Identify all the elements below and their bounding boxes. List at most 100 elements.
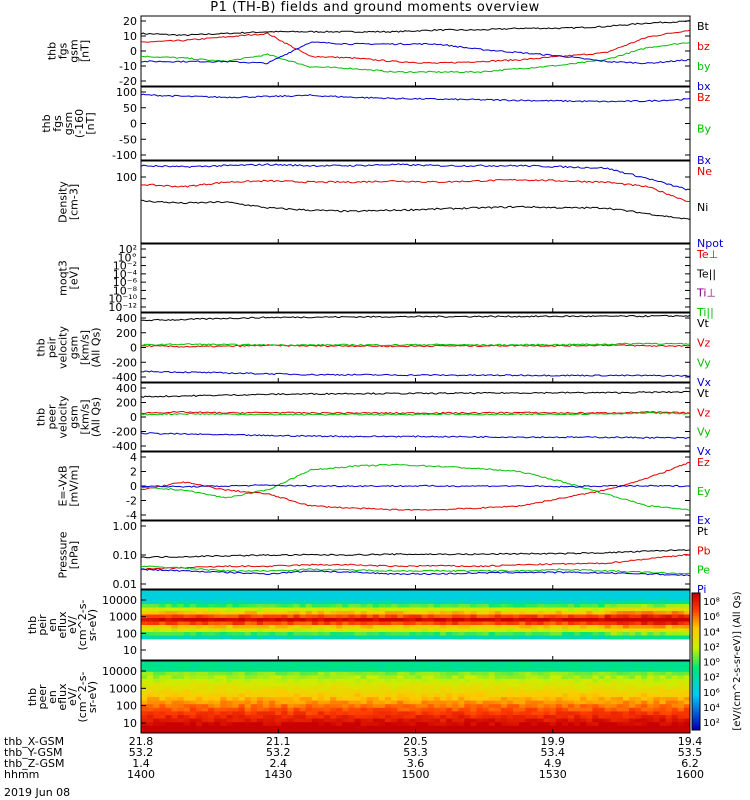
- spectrogram-cell: [342, 689, 349, 694]
- spectrogram-cell: [415, 689, 422, 694]
- spectrogram-cell: [214, 682, 221, 687]
- spectrogram-cell: [324, 679, 331, 683]
- spectrogram-cell: [238, 711, 246, 716]
- spectrogram-cell: [616, 722, 624, 727]
- spectrogram-cell: [299, 729, 307, 734]
- spectrogram-cell: [470, 597, 477, 601]
- spectrogram-cell: [305, 661, 313, 665]
- spectrogram-cell: [256, 682, 264, 687]
- spectrogram-cell: [586, 628, 593, 633]
- y-axis-label: peir: [46, 336, 59, 358]
- spectrogram-cell: [543, 590, 551, 594]
- spectrogram-cell: [622, 725, 630, 730]
- spectrogram-cell: [409, 725, 416, 730]
- spectrogram-cell: [549, 707, 557, 712]
- spectrogram-cell: [458, 697, 465, 701]
- spectrogram-cell: [616, 679, 624, 683]
- spectrogram-cell: [269, 621, 276, 626]
- spectrogram-cell: [665, 725, 673, 730]
- spectrogram-cell: [153, 664, 160, 669]
- spectrogram-cell: [269, 693, 276, 698]
- spectrogram-cell: [238, 604, 246, 608]
- colorbar-cell: [692, 668, 700, 672]
- spectrogram-cell: [378, 618, 386, 622]
- spectrogram-cell: [293, 593, 300, 598]
- spectrogram-cell: [513, 671, 520, 676]
- spectrogram-cell: [153, 590, 160, 594]
- spectrogram-cell: [403, 607, 410, 612]
- spectrogram-cell: [208, 729, 215, 734]
- spectrogram-cell: [568, 607, 575, 612]
- spectrogram-cell: [366, 707, 374, 712]
- spectrogram-cell: [189, 700, 197, 705]
- spectrogram-cell: [232, 704, 239, 709]
- spectrogram-cell: [360, 686, 368, 691]
- spectrogram-cell: [647, 707, 654, 712]
- spectrogram-cell: [446, 661, 453, 665]
- spectrogram-cell: [470, 707, 477, 712]
- spectrogram-cell: [427, 693, 435, 698]
- spectrogram-cell: [635, 625, 642, 629]
- spectrogram-cell: [159, 600, 166, 605]
- spectrogram-cell: [189, 635, 197, 640]
- colorbar-cell: [692, 670, 700, 674]
- spectrogram-cell: [488, 693, 496, 698]
- spectrogram-cell: [342, 632, 349, 636]
- spectrogram-cell: [439, 711, 447, 716]
- spectrogram-cell: [269, 614, 276, 619]
- spectrogram-cell: [195, 661, 203, 665]
- spectrogram-cell: [427, 729, 435, 734]
- spectrogram-cell: [324, 675, 331, 680]
- spectrogram-cell: [482, 632, 490, 636]
- spectrogram-cell: [311, 661, 319, 665]
- legend-label: by: [697, 60, 711, 73]
- spectrogram-cell: [171, 711, 178, 716]
- spectrogram-cell: [141, 621, 148, 626]
- spectrogram-cell: [574, 707, 581, 712]
- spectrogram-cell: [476, 697, 483, 701]
- spectrogram-cell: [525, 704, 532, 709]
- spectrogram-cell: [549, 611, 557, 615]
- spectrogram-cell: [147, 590, 154, 594]
- spectrogram-cell: [177, 682, 185, 687]
- spectrogram-cell: [336, 611, 343, 615]
- spectrogram-cell: [482, 722, 490, 727]
- spectrogram-cell: [385, 711, 392, 716]
- spectrogram-cell: [653, 718, 660, 723]
- spectrogram-cell: [195, 682, 203, 687]
- spectrogram-cell: [476, 625, 483, 629]
- spectrogram-cell: [263, 715, 270, 719]
- spectrogram-cell: [458, 600, 465, 605]
- spectrogram-cell: [641, 621, 648, 626]
- spectrogram-cell: [616, 671, 624, 676]
- spectrogram-cell: [659, 725, 666, 730]
- spectrogram-cell: [580, 679, 587, 683]
- legend-label: Vx: [697, 445, 712, 458]
- y-axis-label: [nT]: [84, 112, 97, 134]
- spectrogram-cell: [446, 635, 453, 640]
- spectrogram-cell: [269, 597, 276, 601]
- spectrogram-cell: [171, 725, 178, 730]
- spectrogram-cell: [220, 704, 227, 709]
- spectrogram-cell: [141, 711, 148, 716]
- spectrogram-cell: [622, 604, 630, 608]
- spectrogram-cell: [147, 715, 154, 719]
- spectrogram-cell: [592, 614, 599, 619]
- spectrogram-cell: [397, 618, 404, 622]
- spectrogram-cell: [360, 729, 368, 734]
- spectrogram-cell: [330, 600, 337, 605]
- spectrogram-cell: [220, 686, 227, 691]
- spectrogram-cell: [299, 635, 307, 640]
- spectrogram-cell: [427, 700, 435, 705]
- spectrogram-cell: [336, 718, 343, 723]
- spectrogram-cell: [439, 722, 447, 727]
- spectrogram-cell: [525, 718, 532, 723]
- spectrogram-cell: [238, 707, 246, 712]
- spectrogram-cell: [470, 590, 477, 594]
- spectrogram-cell: [263, 668, 270, 673]
- spectrogram-cell: [665, 675, 673, 680]
- spectrogram-cell: [147, 679, 154, 683]
- spectrogram-cell: [366, 671, 374, 676]
- spectrogram-cell: [287, 693, 294, 698]
- spectrogram-cell: [348, 611, 355, 615]
